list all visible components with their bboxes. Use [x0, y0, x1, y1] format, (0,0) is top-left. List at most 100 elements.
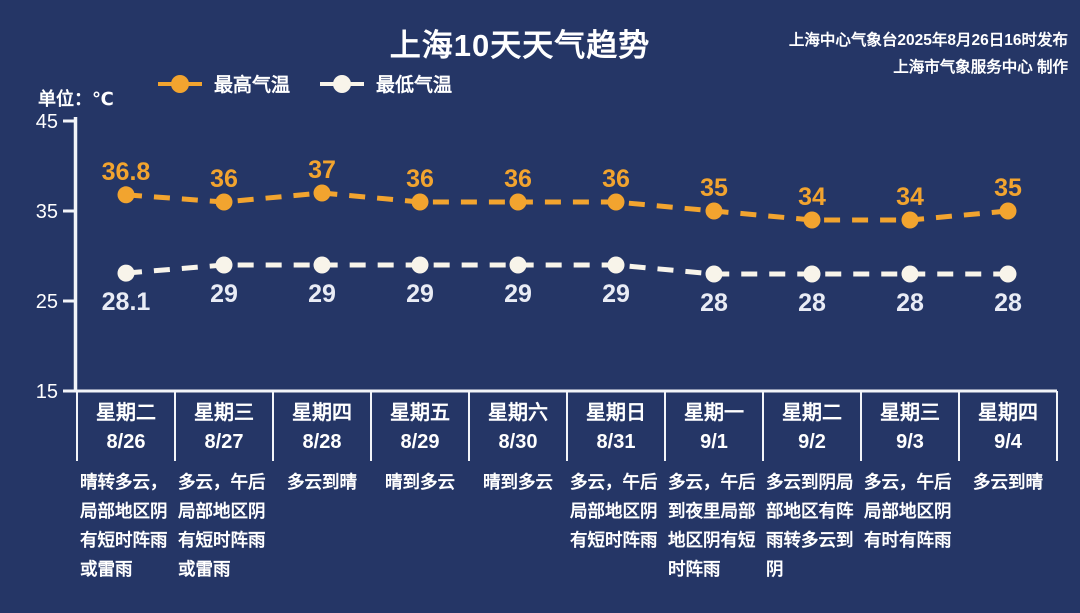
weather-description: 多云，午后局部地区阴有短时阵雨或雷雨: [175, 468, 273, 584]
high-temp-point: [313, 184, 331, 202]
y-tick-label: 15: [36, 381, 58, 403]
day-column: 星期三 9/3 多云，午后局部地区阴有时有阵雨: [861, 391, 959, 584]
high-temp-line: [125, 190, 1009, 223]
y-axis: 45 35 25 15: [36, 111, 78, 403]
weekday-label: 星期三: [880, 402, 940, 424]
publisher-line-1: 上海中心气象台2025年8月26日16时发布: [788, 32, 1068, 49]
weather-description: 多云，午后局部地区阴有时有阵雨: [861, 468, 959, 555]
high-temp-point: [117, 186, 135, 204]
weather-description-text: 多云，午后局部地区阴有短时阵雨或雷雨: [178, 472, 266, 579]
weekday-label: 星期二: [782, 402, 842, 424]
date-label: 8/26: [106, 431, 146, 453]
series-low-temp: 28.1 29 29 29 29 29 28 28 28 28: [102, 256, 1022, 317]
day-column: 星期三 8/27 多云，午后局部地区阴有短时阵雨或雷雨: [175, 391, 273, 584]
weekday-label: 星期三: [194, 402, 254, 424]
unit-label: 单位：℃: [38, 89, 114, 109]
x-axis: [75, 389, 1058, 461]
weekday-label: 星期六: [488, 402, 548, 424]
high-temp-value-label: 36.8: [102, 158, 151, 186]
high-temp-value-label: 36: [210, 165, 238, 193]
legend-item-low-temp: 最低气温: [320, 70, 452, 97]
day-column: 星期六 8/30 晴到多云: [469, 391, 567, 584]
weekday-label: 星期四: [292, 402, 352, 424]
high-temp-point: [607, 193, 625, 211]
series-high-temp: 36.8 36 37 36 36 36 35 34 34 35: [102, 156, 1022, 229]
date-label: 8/30: [498, 431, 538, 453]
date-label: 9/3: [896, 431, 924, 453]
date-label: 8/27: [204, 431, 244, 453]
weather-description-text: 晴转多云，局部地区阴有短时阵雨或雷雨: [80, 472, 168, 579]
page-title: 上海10天天气趋势: [389, 28, 651, 63]
weather-description: 晴转多云，局部地区阴有短时阵雨或雷雨: [77, 468, 175, 584]
low-temp-value-label: 29: [210, 280, 238, 308]
date-label: 8/29: [400, 431, 440, 453]
high-temp-value-label: 37: [308, 156, 336, 184]
low-temp-point: [509, 256, 527, 274]
low-temp-point: [901, 265, 919, 283]
date-label: 9/2: [798, 431, 826, 453]
high-temp-value-label: 35: [700, 174, 728, 202]
high-temp-point: [411, 193, 429, 211]
high-temp-value-label: 34: [896, 183, 924, 211]
date-label: 8/28: [302, 431, 342, 453]
low-temp-point: [215, 256, 233, 274]
weather-description-text: 多云，午后局部地区阴有时有阵雨: [864, 472, 952, 550]
weather-description-text: 多云到阴局部地区有阵雨转多云到阴: [766, 472, 854, 579]
day-column: 星期一 9/1 多云，午后到夜里局部地区阴有短时阵雨: [665, 391, 763, 584]
low-temp-point: [411, 256, 429, 274]
weather-description: 多云到晴: [273, 468, 371, 497]
day-column: 星期四 9/4 多云到晴: [959, 391, 1057, 584]
weather-description-text: 多云，午后到夜里局部地区阴有短时阵雨: [668, 472, 756, 579]
legend-item-high-temp: 最高气温: [158, 70, 290, 97]
weekday-label: 星期五: [390, 402, 450, 424]
legend-label-low: 最低气温: [376, 75, 453, 96]
y-tick-label: 35: [36, 201, 58, 223]
weather-description-text: 晴到多云: [483, 472, 553, 492]
low-temp-value-label: 29: [602, 280, 630, 308]
day-column: 星期二 8/26 晴转多云，局部地区阴有短时阵雨或雷雨: [77, 391, 175, 584]
low-temp-value-label: 28: [798, 289, 826, 317]
low-temp-point: [313, 256, 331, 274]
low-temp-legend-marker-icon: [320, 74, 365, 94]
high-temp-value-label: 36: [406, 165, 434, 193]
high-temp-value-label: 36: [504, 165, 532, 193]
day-column: 星期五 8/29 晴到多云: [371, 391, 469, 584]
high-temp-value-label: 34: [798, 183, 826, 211]
high-temp-point: [509, 193, 527, 211]
high-temp-point: [999, 202, 1017, 220]
high-temp-point: [215, 193, 233, 211]
high-temp-value-label: 36: [602, 165, 630, 193]
date-label: 8/31: [596, 431, 636, 453]
low-temp-point: [705, 265, 723, 283]
low-temp-value-label: 29: [504, 280, 532, 308]
weather-description-text: 多云到晴: [973, 472, 1043, 492]
low-temp-value-label: 28: [700, 289, 728, 317]
weather-description-text: 多云到晴: [287, 472, 357, 492]
weather-description: 多云到晴: [959, 468, 1057, 497]
high-temp-point: [705, 202, 723, 220]
weather-description: 多云，午后局部地区阴有短时阵雨: [567, 468, 665, 555]
y-tick-label: 25: [36, 291, 58, 313]
publisher-info: 上海中心气象台2025年8月26日16时发布 上海市气象服务中心 制作: [789, 27, 1068, 81]
high-temp-point: [901, 211, 919, 229]
weekday-label: 星期一: [684, 402, 744, 424]
weather-description: 多云，午后到夜里局部地区阴有短时阵雨: [665, 468, 763, 584]
day-column: 星期四 8/28 多云到晴: [273, 391, 371, 584]
low-temp-value-label: 28: [896, 289, 924, 317]
high-temp-legend-marker-icon: [158, 74, 202, 94]
low-temp-value-label: 29: [406, 280, 434, 308]
y-tick-label: 45: [36, 111, 58, 133]
low-temp-point: [999, 265, 1017, 283]
low-temp-point: [117, 264, 135, 282]
weekday-label: 星期日: [586, 402, 646, 424]
low-temp-point: [607, 256, 625, 274]
weather-description: 晴到多云: [371, 468, 469, 497]
low-temp-line: [125, 262, 1008, 277]
high-temp-point: [803, 211, 821, 229]
weather-description: 多云到阴局部地区有阵雨转多云到阴: [763, 468, 861, 584]
weather-description: 晴到多云: [469, 468, 567, 497]
low-temp-value-label: 29: [308, 280, 336, 308]
weather-description-text: 晴到多云: [385, 472, 455, 492]
